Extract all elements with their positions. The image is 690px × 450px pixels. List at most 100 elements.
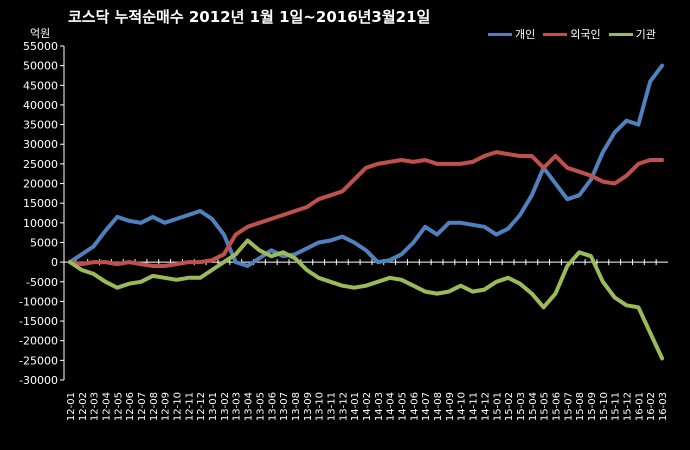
series-point-1 (518, 154, 522, 158)
x-tick-label: 15-05 (540, 392, 551, 421)
series-point-1 (139, 262, 143, 266)
y-tick-label: 10000 (23, 217, 58, 230)
x-tick-label: 12-05 (113, 392, 124, 421)
x-tick-label: 14-02 (362, 392, 373, 421)
y-tick-label: -10000 (19, 295, 58, 308)
series-point-1 (257, 221, 261, 225)
series-point-1 (92, 260, 96, 264)
series-point-2 (139, 280, 143, 284)
series-point-2 (471, 290, 475, 294)
series-point-1 (175, 262, 179, 266)
y-tick-label: 0 (51, 256, 58, 269)
series-point-1 (127, 260, 131, 264)
x-tick-label: 14-06 (409, 392, 420, 421)
series-point-2 (269, 254, 273, 258)
series-point-1 (565, 166, 569, 170)
x-tick-label: 14-01 (350, 392, 361, 421)
series-point-0 (281, 254, 285, 258)
x-tick-label: 14-11 (469, 392, 480, 421)
x-tick-label: 13-03 (232, 392, 243, 421)
series-point-2 (613, 295, 617, 299)
x-tick-label: 13-05 (255, 392, 266, 421)
series-point-0 (400, 252, 404, 256)
series-point-1 (601, 180, 605, 184)
series-point-1 (400, 158, 404, 162)
series-point-1 (293, 209, 297, 213)
series-point-1 (340, 189, 344, 193)
legend-item-foreigner: 외국인 (543, 26, 601, 42)
x-tick-label: 15-11 (611, 392, 622, 421)
series-point-2 (293, 256, 297, 260)
series-point-1 (577, 170, 581, 174)
series-point-1 (186, 260, 190, 264)
series-point-1 (376, 162, 380, 166)
series-point-0 (92, 244, 96, 248)
series-point-0 (151, 215, 155, 219)
series-point-1 (423, 158, 427, 162)
series-point-1 (459, 162, 463, 166)
x-tick-label: 13-12 (338, 392, 349, 421)
legend-label-individual: 개인 (515, 28, 536, 41)
series-point-1 (328, 193, 332, 197)
series-point-2 (80, 268, 84, 272)
series-point-1 (352, 178, 356, 182)
y-tick-label: 5000 (30, 236, 58, 249)
series-point-1 (447, 162, 451, 166)
series-point-0 (364, 248, 368, 252)
y-tick-label: -30000 (19, 374, 58, 387)
x-tick-label: 12-06 (125, 392, 136, 421)
x-tick-label: 12-01 (66, 392, 77, 421)
series-point-0 (613, 130, 617, 134)
series-line-2 (67, 238, 665, 361)
series-point-2 (305, 268, 309, 272)
x-tick-label: 13-09 (303, 392, 314, 421)
legend-item-individual: 개인 (488, 26, 535, 42)
series-point-0 (163, 221, 167, 225)
series-point-1 (198, 260, 202, 264)
y-tick-label: 55000 (23, 40, 58, 53)
y-tick-label: 30000 (23, 138, 58, 151)
legend-label-foreigner: 외국인 (570, 28, 601, 41)
series-point-1 (222, 252, 226, 256)
x-tick-label: 12-02 (78, 392, 89, 421)
series-point-1 (103, 260, 107, 264)
series-point-2 (352, 286, 356, 290)
y-axis-unit-label: 억원 (30, 27, 51, 40)
series-point-0 (553, 182, 557, 186)
x-tick-label: 12-03 (90, 392, 101, 421)
series-point-0 (435, 233, 439, 237)
y-tick-label: 35000 (23, 119, 58, 132)
series-point-2 (459, 284, 463, 288)
series-point-0 (198, 209, 202, 213)
x-tick-label: 14-12 (480, 392, 491, 421)
series-point-0 (222, 233, 226, 237)
series-point-2 (317, 276, 321, 280)
series-point-0 (506, 227, 510, 231)
x-tick-label: 15-07 (563, 392, 574, 421)
series-point-1 (269, 217, 273, 221)
series-point-0 (625, 119, 629, 123)
series-point-2 (518, 282, 522, 286)
y-tick-label: -20000 (19, 335, 58, 348)
series-point-0 (411, 240, 415, 244)
series-point-1 (636, 162, 640, 166)
series-point-2 (281, 250, 285, 254)
series-point-0 (317, 240, 321, 244)
x-tick-label: 14-07 (421, 392, 432, 421)
y-tick-label: 45000 (23, 79, 58, 92)
legend: 개인 외국인 기관 (488, 26, 656, 42)
series-point-1 (435, 162, 439, 166)
series-point-2 (400, 278, 404, 282)
x-tick-label: 14-10 (457, 392, 468, 421)
series-point-2 (542, 305, 546, 309)
y-tick-label: 20000 (23, 178, 58, 191)
y-tick-label: -5000 (26, 276, 58, 289)
x-tick-label: 15-02 (504, 392, 515, 421)
x-tick-label: 12-10 (173, 392, 184, 421)
series-point-1 (246, 225, 250, 229)
series-point-2 (388, 276, 392, 280)
series-point-1 (648, 158, 652, 162)
series-point-0 (459, 221, 463, 225)
series-point-0 (257, 256, 261, 260)
series-point-0 (127, 219, 131, 223)
